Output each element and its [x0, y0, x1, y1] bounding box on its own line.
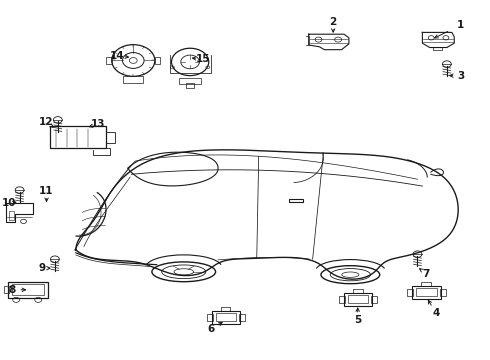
Text: 2: 2: [330, 17, 337, 27]
Bar: [9, 211, 14, 220]
Bar: [353, 289, 363, 293]
Text: 7: 7: [422, 269, 430, 279]
Bar: [155, 57, 160, 64]
Bar: [433, 47, 442, 50]
Bar: [4, 286, 9, 293]
Text: 1: 1: [457, 20, 464, 30]
Bar: [12, 284, 44, 295]
Bar: [8, 282, 48, 298]
Bar: [186, 83, 194, 88]
Text: 12: 12: [39, 117, 54, 127]
Text: 5: 5: [354, 315, 361, 325]
Bar: [207, 314, 213, 321]
Text: 15: 15: [196, 54, 211, 64]
Text: 9: 9: [38, 263, 45, 273]
Bar: [440, 289, 446, 296]
Bar: [216, 313, 236, 321]
Bar: [123, 76, 143, 83]
Bar: [339, 296, 345, 303]
Bar: [106, 132, 115, 143]
Bar: [412, 286, 441, 299]
Text: 3: 3: [457, 71, 464, 81]
Text: 8: 8: [9, 285, 16, 295]
Text: 13: 13: [91, 119, 105, 129]
Bar: [371, 296, 377, 303]
Bar: [348, 295, 368, 303]
Text: 11: 11: [39, 186, 54, 196]
Text: 6: 6: [207, 324, 214, 334]
Bar: [179, 78, 201, 84]
Bar: [289, 199, 303, 202]
Bar: [421, 282, 431, 286]
Bar: [220, 307, 230, 311]
Text: 14: 14: [110, 51, 125, 61]
Bar: [50, 126, 106, 148]
Bar: [344, 293, 372, 306]
Text: 4: 4: [432, 308, 440, 318]
Bar: [416, 288, 437, 296]
Bar: [212, 311, 240, 324]
Bar: [407, 289, 413, 296]
Text: 10: 10: [1, 198, 16, 208]
Bar: [239, 314, 245, 321]
Bar: [106, 57, 112, 64]
